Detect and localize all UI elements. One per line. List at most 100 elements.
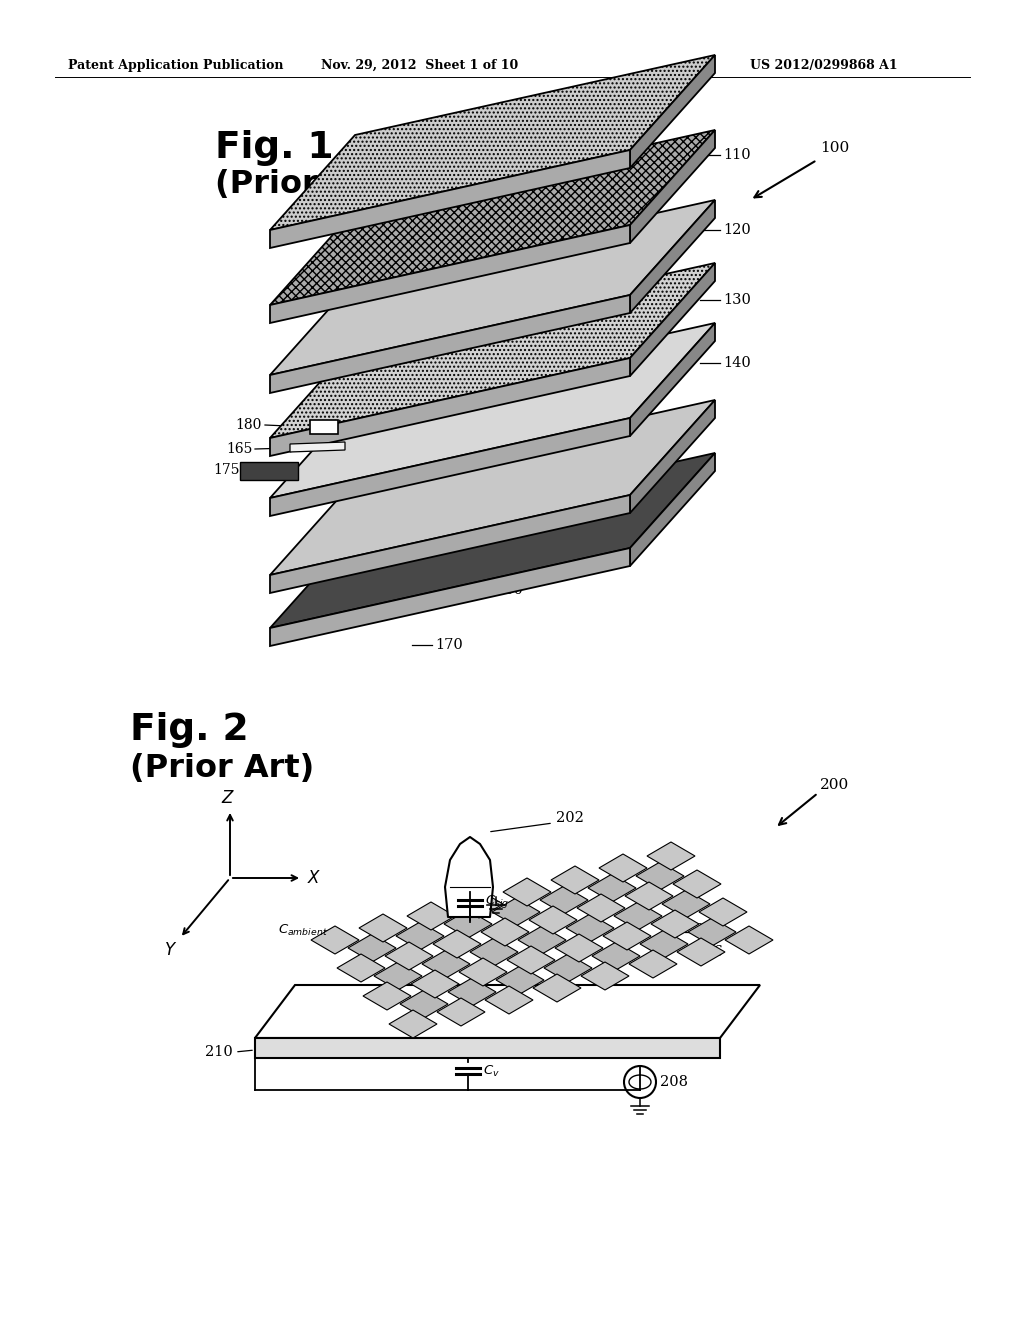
Polygon shape [270,418,630,516]
Polygon shape [507,946,555,974]
Polygon shape [400,990,449,1018]
Polygon shape [337,954,385,982]
Polygon shape [630,129,715,243]
Polygon shape [270,263,715,438]
Text: 202: 202 [556,810,584,825]
Polygon shape [270,495,630,593]
Polygon shape [640,931,688,958]
Text: Fig. 1: Fig. 1 [215,129,334,166]
Polygon shape [270,400,715,576]
Text: 140: 140 [723,356,751,370]
Text: X: X [307,869,318,887]
Polygon shape [311,927,359,954]
Polygon shape [529,906,577,935]
Polygon shape [673,870,721,898]
Polygon shape [445,837,493,917]
Polygon shape [255,985,760,1038]
Polygon shape [630,201,715,313]
Polygon shape [407,902,455,931]
Text: 200: 200 [820,777,849,792]
Polygon shape [385,942,433,970]
Polygon shape [677,939,725,966]
Text: Fig. 2: Fig. 2 [130,711,249,748]
Polygon shape [270,453,715,628]
Polygon shape [630,453,715,566]
Polygon shape [630,323,715,436]
Text: (Prior Art): (Prior Art) [215,169,399,201]
Polygon shape [555,935,603,962]
Polygon shape [449,978,496,1006]
Polygon shape [636,862,684,890]
Text: 120: 120 [723,223,751,238]
Polygon shape [566,913,614,942]
Text: 100: 100 [820,141,849,154]
Text: (Prior Art): (Prior Art) [130,752,314,784]
Polygon shape [270,201,715,375]
Polygon shape [577,894,625,921]
Polygon shape [240,462,298,480]
Text: 170: 170 [435,638,463,652]
Polygon shape [630,55,715,168]
Polygon shape [534,974,581,1002]
Polygon shape [625,882,673,909]
Polygon shape [496,966,544,994]
Polygon shape [455,890,503,917]
Polygon shape [374,962,422,990]
Text: $C_{ambient}$: $C_{ambient}$ [278,923,328,937]
Polygon shape [270,55,715,230]
Polygon shape [662,890,710,917]
Polygon shape [630,400,715,513]
Polygon shape [518,927,566,954]
Polygon shape [599,854,647,882]
Polygon shape [699,898,746,927]
Polygon shape [310,420,338,434]
Polygon shape [433,931,481,958]
Text: 165: 165 [226,442,253,455]
Text: US 2012/0299868 A1: US 2012/0299868 A1 [750,58,898,71]
Polygon shape [544,954,592,982]
Polygon shape [647,842,695,870]
Polygon shape [270,294,630,393]
Polygon shape [270,323,715,498]
Text: $C_{sig}$: $C_{sig}$ [485,892,509,909]
Text: 160: 160 [495,583,523,597]
Text: 180: 180 [236,418,262,432]
Polygon shape [688,917,736,946]
Polygon shape [290,442,345,451]
Polygon shape [485,986,534,1014]
Text: 204: 204 [695,923,723,937]
Polygon shape [503,878,551,906]
Polygon shape [630,263,715,376]
Polygon shape [270,548,630,645]
Text: Nov. 29, 2012  Sheet 1 of 10: Nov. 29, 2012 Sheet 1 of 10 [322,58,518,71]
Polygon shape [481,917,529,946]
Polygon shape [255,1038,720,1059]
Polygon shape [396,921,444,950]
Text: 210: 210 [205,1045,233,1059]
Text: 206: 206 [695,945,723,960]
Text: Patent Application Publication: Patent Application Publication [68,58,284,71]
Polygon shape [629,950,677,978]
Text: Z: Z [221,789,232,807]
Text: 175: 175 [213,463,240,477]
Polygon shape [389,1010,437,1038]
Polygon shape [588,874,636,902]
Text: 110: 110 [723,148,751,162]
Polygon shape [411,970,459,998]
Polygon shape [270,150,630,248]
Text: Y: Y [165,941,175,960]
Polygon shape [551,866,599,894]
Polygon shape [270,224,630,323]
Polygon shape [459,958,507,986]
Polygon shape [725,927,773,954]
Polygon shape [270,358,630,455]
Polygon shape [651,909,699,939]
Polygon shape [540,886,588,913]
Polygon shape [581,962,629,990]
Polygon shape [437,998,485,1026]
Polygon shape [444,909,492,939]
Polygon shape [603,921,651,950]
Polygon shape [359,913,407,942]
Polygon shape [362,982,411,1010]
Polygon shape [422,950,470,978]
